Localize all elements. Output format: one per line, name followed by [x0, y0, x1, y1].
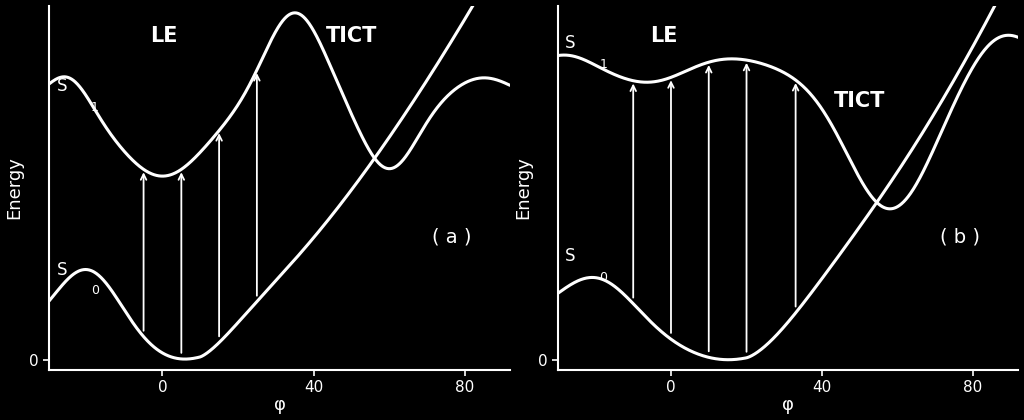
- X-axis label: φ: φ: [273, 396, 286, 415]
- Y-axis label: Energy: Energy: [5, 156, 24, 219]
- X-axis label: φ: φ: [782, 396, 794, 415]
- Text: LE: LE: [650, 26, 677, 46]
- Text: TICT: TICT: [835, 92, 886, 111]
- Text: S: S: [56, 77, 68, 95]
- Text: TICT: TICT: [326, 26, 377, 46]
- Text: S: S: [565, 34, 575, 52]
- Text: S: S: [565, 247, 575, 265]
- Text: 1: 1: [599, 58, 607, 71]
- Text: LE: LE: [151, 26, 178, 46]
- Text: ( a ): ( a ): [431, 227, 471, 246]
- Y-axis label: Energy: Energy: [514, 156, 532, 219]
- Text: S: S: [56, 260, 68, 278]
- Text: ( b ): ( b ): [940, 227, 980, 246]
- Text: 0: 0: [599, 271, 607, 284]
- Text: 1: 1: [91, 100, 98, 113]
- Text: 0: 0: [91, 284, 98, 297]
